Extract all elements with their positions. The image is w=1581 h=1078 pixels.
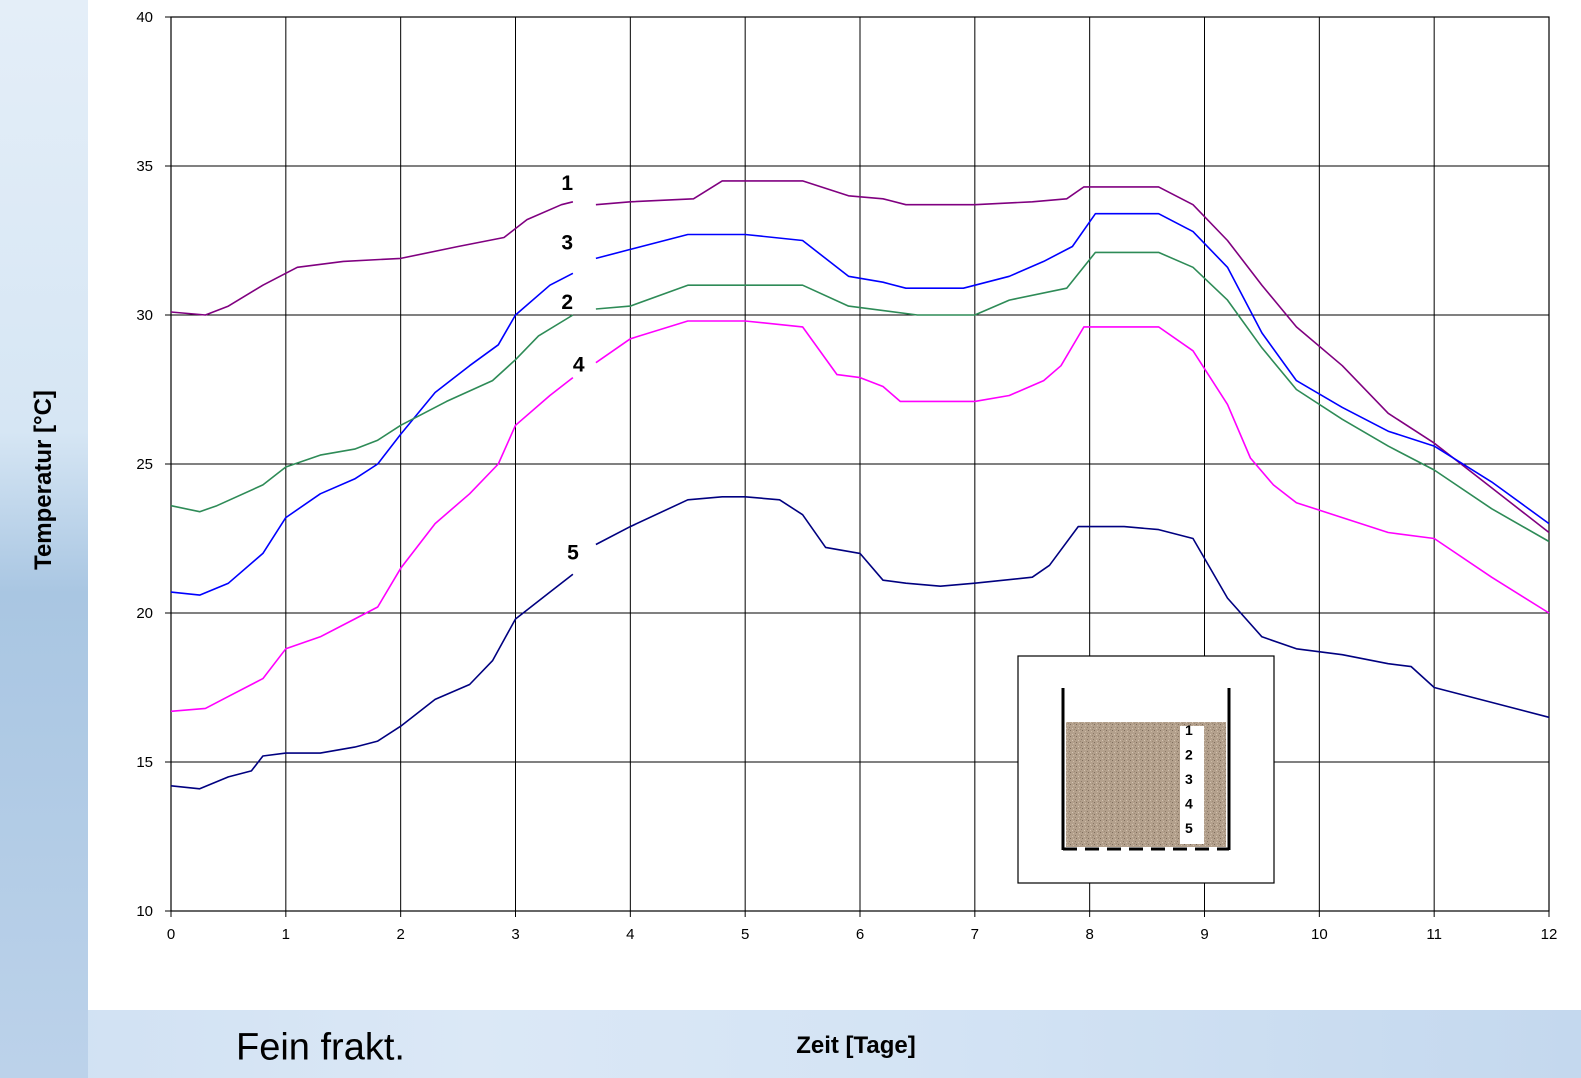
series-group [170,180,1550,790]
series-line-2 [170,251,1550,543]
series-label-1: 1 [561,172,573,195]
x-tick-label: 6 [856,926,864,943]
x-tick-label: 2 [396,926,404,943]
x-tick-label: 3 [511,926,519,943]
x-tick-label: 11 [1426,926,1442,943]
inset-layer-label: 3 [1185,771,1193,787]
series-labels: 1 3 2 4 5 [561,172,584,565]
series-label-3: 3 [561,231,573,254]
x-tick-label: 0 [167,926,175,943]
series-line-1 [170,180,1550,534]
y-tick-label: 10 [136,903,153,920]
y-tick-label: 15 [136,754,153,771]
inset-label-strip [1180,726,1204,844]
x-tick-label: 1 [282,926,290,943]
y-tick-label: 40 [136,9,153,26]
y-tick-label: 35 [136,158,153,175]
y-tick-label: 20 [136,605,153,622]
x-tick-label: 7 [971,926,979,943]
inset-layer-label: 2 [1185,747,1193,763]
series-line-4 [170,320,1550,713]
x-tick-label: 5 [741,926,749,943]
x-tick-label: 4 [626,926,634,943]
y-tick-label: 30 [136,307,153,324]
background-left-strip [0,0,88,1078]
y-axis-label: Temperatur [°C] [30,390,57,570]
plot-panel [88,0,1581,1010]
inset-layer-label: 4 [1185,796,1193,812]
x-tick-label: 12 [1541,926,1558,943]
y-tick-label: 25 [136,456,153,473]
x-tick-label: 10 [1311,926,1328,943]
series-line-3 [170,212,1550,596]
series-line-5 [170,496,1550,790]
x-tick-label: 9 [1200,926,1208,943]
x-axis-label: Zeit [Tage] [796,1032,916,1059]
series-label-4: 4 [573,354,585,377]
series-label-5: 5 [567,541,579,564]
inset-layer-label: 5 [1185,820,1193,836]
caption-text: Fein frakt. [236,1026,405,1069]
inset-container-diagram: 1 2 3 4 5 [1017,655,1275,884]
x-tick-label: 8 [1085,926,1093,943]
inset-layer-label: 1 [1185,722,1193,738]
series-label-2: 2 [561,291,573,314]
